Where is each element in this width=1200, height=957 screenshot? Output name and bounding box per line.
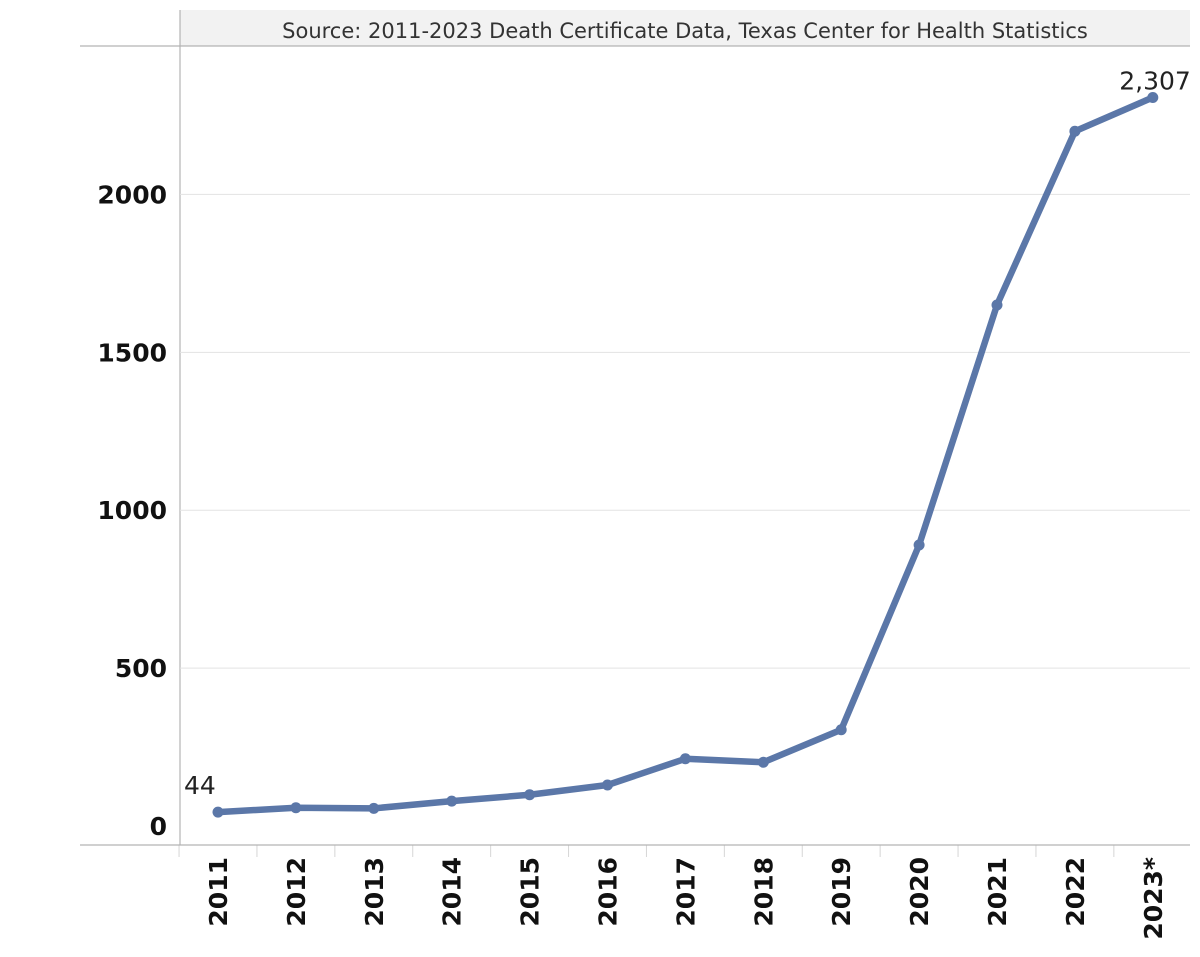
x-tick-label: 2011 bbox=[204, 857, 233, 927]
x-tick-label: 2015 bbox=[516, 857, 545, 927]
data-point bbox=[368, 802, 380, 814]
gridlines bbox=[178, 193, 1190, 857]
y-tick-label: 1500 bbox=[97, 338, 167, 367]
data-point bbox=[1147, 91, 1159, 103]
data-point bbox=[913, 539, 925, 551]
data-point bbox=[524, 789, 536, 801]
x-tick-label: 2022 bbox=[1061, 857, 1090, 927]
data-point bbox=[757, 756, 769, 768]
y-tick-label: 1000 bbox=[97, 496, 167, 525]
data-labels: 44 2,307 bbox=[184, 66, 1191, 800]
data-point bbox=[679, 753, 691, 765]
x-tick-label: 2021 bbox=[983, 857, 1012, 927]
data-point bbox=[290, 802, 302, 814]
series-line bbox=[214, 94, 1157, 816]
x-tick-label: 2017 bbox=[671, 857, 700, 927]
x-tick-labels: 2011 2012 2013 2014 2015 2016 2017 2018 2019 2020… bbox=[204, 857, 1168, 940]
y-tick-label: 2000 bbox=[97, 180, 167, 209]
data-point bbox=[1069, 125, 1081, 137]
x-tick-label: 2020 bbox=[905, 857, 934, 927]
data-point bbox=[991, 299, 1003, 311]
x-tick-label: 2013 bbox=[360, 857, 389, 927]
y-tick-labels: 0 500 1000 1500 2000 bbox=[97, 180, 167, 841]
data-label: 2,307 bbox=[1119, 66, 1191, 95]
x-tick-label: 2019 bbox=[827, 857, 856, 927]
data-label: 44 bbox=[184, 771, 216, 800]
series bbox=[212, 91, 1159, 818]
data-point bbox=[446, 795, 458, 807]
x-tick-label: 2023* bbox=[1139, 857, 1168, 940]
source-note: Source: 2011-2023 Death Certificate Data… bbox=[282, 19, 1088, 43]
data-point bbox=[835, 724, 847, 736]
x-tick-label: 2014 bbox=[438, 857, 467, 927]
y-tick-label: 0 bbox=[150, 812, 167, 841]
x-tick-label: 2016 bbox=[594, 857, 623, 927]
data-point bbox=[212, 806, 224, 818]
y-tick-label: 500 bbox=[115, 654, 167, 683]
data-point bbox=[602, 779, 613, 791]
x-tick-label: 2012 bbox=[282, 857, 311, 927]
x-tick-label: 2018 bbox=[749, 857, 778, 927]
source-band bbox=[180, 10, 1190, 46]
